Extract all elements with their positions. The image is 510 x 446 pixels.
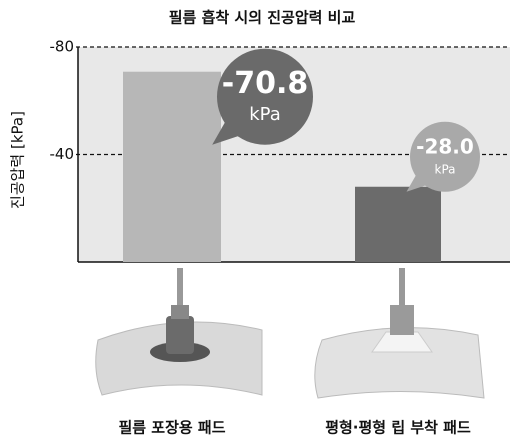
pad-illustration [95, 268, 263, 396]
callout-bubble [410, 121, 480, 192]
callout-bubble [217, 48, 313, 145]
value-label: -28.0 [416, 135, 474, 159]
y-axis-label: 진공압력 [kPa] [9, 111, 27, 209]
chart-title: 필름 흡착 시의 진공압력 비교 [169, 9, 356, 27]
bar [355, 186, 441, 262]
bar [123, 71, 221, 262]
y-tick-label: -40 [50, 145, 75, 163]
pad-illustration [314, 268, 485, 399]
value-label: -70.8 [222, 66, 308, 101]
x-tick-label: 평형·평형 립 부착 패드 [325, 419, 471, 437]
value-unit: kPa [435, 163, 456, 177]
x-tick-label: 필름 포장용 패드 [118, 419, 225, 437]
value-unit: kPa [249, 104, 281, 125]
y-tick-label: -80 [50, 38, 75, 56]
